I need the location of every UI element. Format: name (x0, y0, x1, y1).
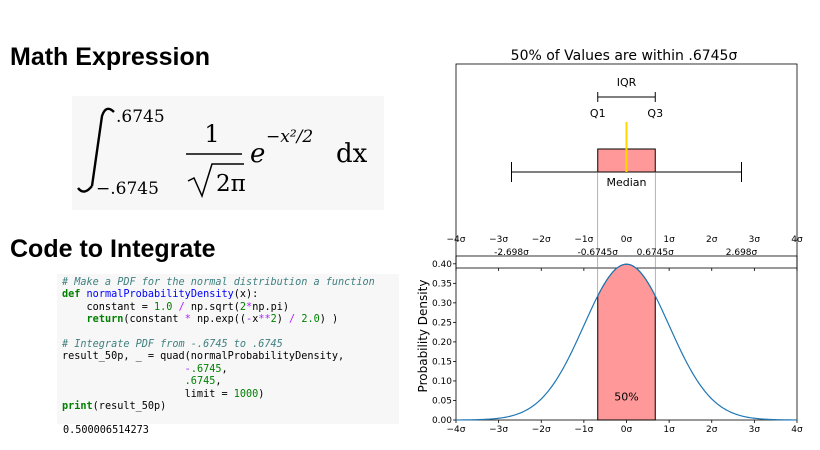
code-line: # Make a PDF for the normal distribution… (62, 277, 375, 288)
code-line: def normalProbabilityDensity(x): (62, 289, 259, 301)
top-marker-label: -2.698σ (494, 248, 529, 258)
code-line (62, 327, 399, 339)
exponent: −x²/2 (266, 127, 313, 147)
code-line: # Integrate PDF from -.6745 to .6745 (62, 339, 283, 351)
code-heading: Code to Integrate (10, 235, 216, 263)
y-tick-label: 0.40 (432, 260, 452, 270)
chart-svg: 50% of Values are within .6745σ IQR Q1 Q3 M… (416, 48, 803, 435)
output-cell: 0.500006514273 (57, 424, 399, 441)
code-block: # Make a PDF for the normal distribution… (57, 274, 399, 413)
fraction-numerator: 1 (204, 120, 219, 148)
y-tick-label: 0.20 (432, 338, 452, 348)
boxplot-x-tick-label: 3σ (749, 235, 761, 245)
code-line: constant = 1.0 / np.sqrt(2*np.pi) (62, 301, 289, 313)
boxplot-x-tick-label: 2σ (706, 235, 718, 245)
density-layer: -2.698σ -0.6745σ 0.6745σ 2.698σ 50% 0.00 0.05 0… (432, 248, 803, 435)
boxplot-x-tick-label: −4σ (447, 235, 466, 245)
boxplot-x-tick-label: 0σ (621, 235, 633, 245)
code-line: return(constant * np.exp((-x**2) / 2.0) … (86, 314, 339, 326)
boxplot-title: 50% of Values are within .6745σ (511, 48, 738, 64)
boxplot-layer: IQR Q1 Q3 Median −4σ −3σ −2σ −1σ 0σ 1σ 2σ 3σ 4σ (447, 76, 803, 420)
median-label: Median (606, 176, 646, 189)
boxplot-x-tick-label: 1σ (663, 235, 675, 245)
y-tick-label: 0.05 (432, 396, 452, 406)
integral-upper-limit: .6745 (116, 107, 165, 127)
q1-label: Q1 (590, 107, 606, 120)
math-expression-heading: Math Expression (10, 43, 211, 71)
boxplot-x-tick-label: −2σ (532, 235, 551, 245)
y-tick-label: 0.35 (432, 279, 452, 289)
density-x-tick-label: −1σ (574, 425, 593, 435)
y-tick-label: 0.00 (432, 416, 452, 426)
code-line: result_50p, _ = quad(normalProbabilityDe… (62, 351, 345, 363)
iqr-label: IQR (617, 76, 637, 89)
density-curve (455, 263, 798, 421)
density-x-tick-label: 0σ (621, 425, 633, 435)
code-line: .6745, (184, 376, 222, 388)
top-marker-label: 0.6745σ (637, 248, 674, 258)
q3-label: Q3 (647, 107, 663, 120)
y-tick-label: 0.15 (432, 357, 452, 367)
code-line: print(result_50p) (62, 401, 167, 413)
normal-distribution-figure: 50% of Values are within .6745σ IQR Q1 Q3 M… (410, 40, 810, 440)
density-x-tick-label: 2σ (706, 425, 718, 435)
y-axis-label: Probability Density (416, 280, 430, 393)
y-tick-label: 0.30 (432, 299, 452, 309)
density-x-tick-label: −4σ (447, 425, 466, 435)
density-x-tick-label: 4σ (791, 425, 803, 435)
density-x-tick-label: −3σ (489, 425, 508, 435)
integral-sign (77, 107, 115, 193)
differential: dx (336, 139, 368, 169)
code-line: limit = 1000) (62, 388, 265, 400)
density-x-tick-label: −2σ (532, 425, 551, 435)
shaded-percent-label: 50% (614, 390, 638, 403)
top-marker-label: 2.698σ (726, 248, 758, 258)
code-cell[interactable]: # Make a PDF for the normal distribution… (57, 274, 399, 424)
exp-base: e (250, 139, 265, 169)
fraction-denominator: 2π (216, 171, 246, 197)
output-value: 0.500006514273 (63, 425, 149, 436)
density-x-tick-label: 3σ (749, 425, 761, 435)
code-line: -.6745, (184, 363, 228, 375)
sqrt-sign (187, 163, 244, 199)
integral-formula: .6745 −.6745 1 2π e −x²/2 dx (77, 107, 368, 199)
boxplot-x-tick-label: 4σ (791, 235, 803, 245)
density-x-tick-label: 1σ (663, 425, 675, 435)
integral-lower-limit: −.6745 (96, 179, 159, 199)
boxplot-x-tick-label: −1σ (574, 235, 593, 245)
y-tick-label: 0.10 (432, 377, 452, 387)
boxplot-x-tick-label: −3σ (489, 235, 508, 245)
top-marker-label: -0.6745σ (578, 248, 619, 258)
y-tick-label: 0.25 (432, 318, 452, 328)
formula-panel: .6745 −.6745 1 2π e −x²/2 dx (72, 96, 384, 210)
